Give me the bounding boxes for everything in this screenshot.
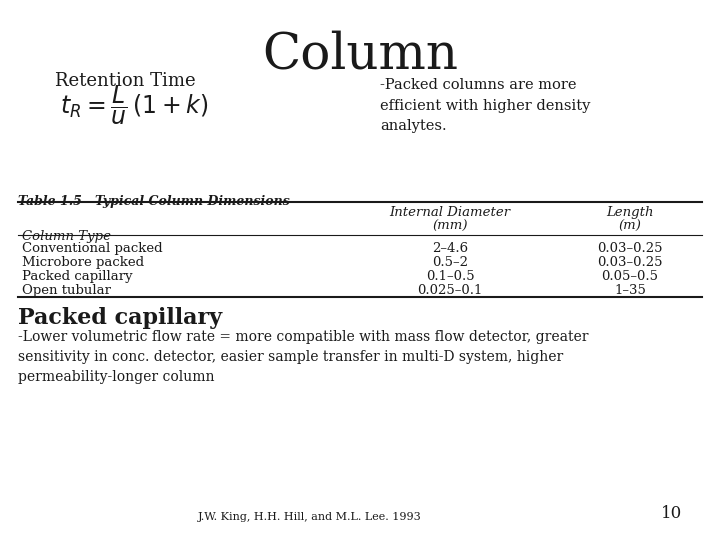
Text: 0.5–2: 0.5–2 [432,256,468,269]
Text: Length: Length [606,206,654,219]
Text: (mm): (mm) [432,220,468,233]
Text: Retention Time: Retention Time [55,72,196,90]
Text: 2–4.6: 2–4.6 [432,242,468,255]
Text: Open tubular: Open tubular [22,284,111,297]
Text: 0.025–0.1: 0.025–0.1 [418,284,482,297]
Text: Packed capillary: Packed capillary [18,307,222,329]
Text: Microbore packed: Microbore packed [22,256,144,269]
Text: $t_R = \dfrac{L}{u}\,(1 + k)$: $t_R = \dfrac{L}{u}\,(1 + k)$ [60,83,208,127]
Text: (m): (m) [618,220,642,233]
Text: -Lower volumetric flow rate = more compatible with mass flow detector, greater
s: -Lower volumetric flow rate = more compa… [18,330,588,384]
Text: 0.03–0.25: 0.03–0.25 [598,242,662,255]
Text: Column: Column [262,30,458,79]
Text: 0.03–0.25: 0.03–0.25 [598,256,662,269]
Text: -Packed columns are more
efficient with higher density
analytes.: -Packed columns are more efficient with … [380,78,590,133]
Text: 0.05–0.5: 0.05–0.5 [601,270,659,283]
Text: Conventional packed: Conventional packed [22,242,163,255]
Text: Internal Diameter: Internal Diameter [390,206,510,219]
Text: 1–35: 1–35 [614,284,646,297]
Text: 10: 10 [662,505,683,522]
Text: J.W. King, H.H. Hill, and M.L. Lee. 1993: J.W. King, H.H. Hill, and M.L. Lee. 1993 [198,512,422,522]
Text: Packed capillary: Packed capillary [22,270,132,283]
Text: Column Type: Column Type [22,230,111,243]
Text: Table 1.5   Typical Column Dimensions: Table 1.5 Typical Column Dimensions [18,195,289,208]
Text: 0.1–0.5: 0.1–0.5 [426,270,474,283]
